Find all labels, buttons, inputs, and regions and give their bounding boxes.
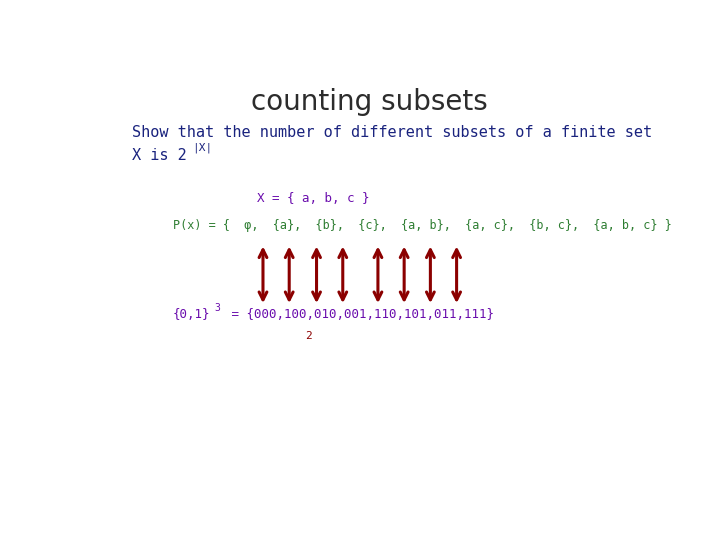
Text: P(x) = {  φ,  {a},  {b},  {c},  {a, b},  {a, c},  {b, c},  {a, b, c} }: P(x) = { φ, {a}, {b}, {c}, {a, b}, {a, c… xyxy=(173,219,671,232)
Text: |X|: |X| xyxy=(192,142,212,153)
Text: = {000,100,010,001,110,101,011,111}: = {000,100,010,001,110,101,011,111} xyxy=(224,308,494,321)
Text: {0,1}: {0,1} xyxy=(173,308,210,321)
Text: X = { a, b, c }: X = { a, b, c } xyxy=(258,192,370,205)
Text: X is 2: X is 2 xyxy=(132,148,186,163)
Text: counting subsets: counting subsets xyxy=(251,87,487,116)
Text: 3: 3 xyxy=(214,302,220,313)
Text: Show that the number of different subsets of a finite set: Show that the number of different subset… xyxy=(132,125,652,140)
Text: 2: 2 xyxy=(305,331,312,341)
